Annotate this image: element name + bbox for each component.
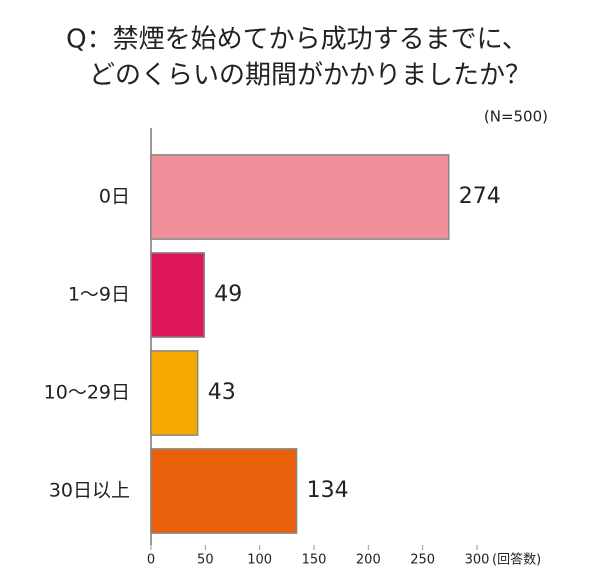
bar (150, 448, 298, 534)
value-label: 274 (459, 184, 501, 209)
y-tick-label: 1〜9日 (68, 284, 130, 306)
x-tick-label: 300 (465, 553, 490, 568)
y-tick-label: 10〜29日 (44, 382, 130, 404)
y-tick-label: 30日以上 (49, 480, 130, 502)
x-tick-label: 50 (197, 553, 214, 568)
x-tick-label: 0 (147, 553, 155, 568)
x-tick-label: 250 (410, 553, 435, 568)
chart-title: どのくらいの期間がかかりましたか？ (89, 61, 531, 91)
bar (150, 252, 205, 338)
bar (150, 350, 199, 436)
bar (150, 154, 450, 240)
x-tick-label: 100 (247, 553, 272, 568)
x-tick-label: 200 (356, 553, 381, 568)
x-tick-label: 150 (302, 553, 327, 568)
value-label: 43 (208, 380, 236, 405)
subtitle: (N=500) (484, 108, 548, 126)
value-label: 134 (307, 478, 349, 503)
x-axis-label: (回答数) (492, 552, 541, 568)
chart-title: Q：禁煙を始めてから成功するまでに、 (66, 25, 528, 55)
value-label: 49 (214, 282, 242, 307)
y-tick-label: 0日 (99, 186, 130, 208)
